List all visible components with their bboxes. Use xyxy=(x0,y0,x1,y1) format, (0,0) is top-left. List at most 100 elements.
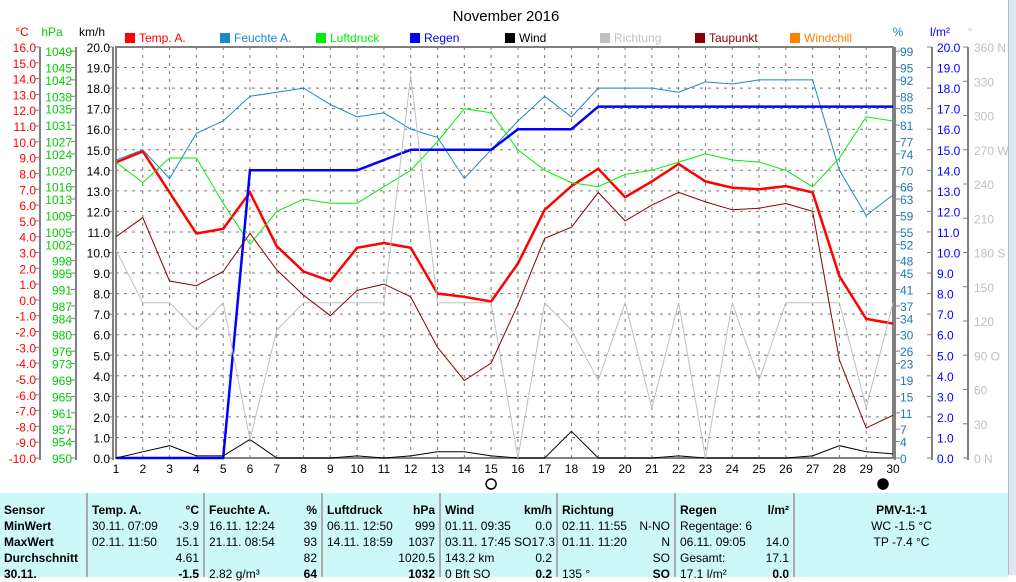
legend-swatch xyxy=(125,33,135,43)
cell-info: 06.11. 09:05 xyxy=(680,534,746,550)
column-unit: hPa xyxy=(413,502,435,518)
pressure-tick-label: 1042 xyxy=(45,74,72,88)
rain-tick-label: 3.0 xyxy=(937,390,954,404)
humidity-tick-label: 52 xyxy=(900,238,914,252)
temp-tick-label: 13.0 xyxy=(13,88,37,102)
wind-tick-label: 13.0 xyxy=(87,185,111,199)
column-title: Temp. A. xyxy=(92,502,141,518)
series-line-taupunkt xyxy=(116,192,893,428)
x-tick-label: 22 xyxy=(672,462,686,476)
column-unit: % xyxy=(306,502,317,518)
rain-tick-label: 20.0 xyxy=(937,41,961,55)
cell-value: 15.1 xyxy=(176,534,199,550)
moon-new-icon xyxy=(878,479,888,489)
pressure-axis-unit: hPa xyxy=(41,25,63,39)
legend-label: Taupunkt xyxy=(709,31,758,45)
direction-tick-label: 240 xyxy=(974,178,994,192)
legend-swatch xyxy=(410,33,420,43)
wind-tick-label: 16.0 xyxy=(87,123,111,137)
x-tick-label: 6 xyxy=(247,462,254,476)
pmv-title: PMV-1:-1 xyxy=(799,502,1004,518)
column-header: Richtung xyxy=(562,502,670,518)
x-tick-label: 13 xyxy=(431,462,445,476)
legend-label: Feuchte A. xyxy=(234,31,291,45)
pressure-tick-label: 984 xyxy=(52,312,72,326)
humidity-tick-label: 19 xyxy=(900,374,914,388)
temp-tick-label: -3.0 xyxy=(15,341,36,355)
cell-info: 16.11. 12:24 xyxy=(209,518,275,534)
cell-info: 2.82 g/m³ xyxy=(209,566,260,582)
cell-value: 93 xyxy=(304,534,317,550)
temp-tick-label: -8.0 xyxy=(15,420,36,434)
rain-axis-unit: l/m² xyxy=(930,25,950,39)
humidity-tick-label: 41 xyxy=(900,283,914,297)
column-unit: km/h xyxy=(524,502,552,518)
temp-tick-label: 4.0 xyxy=(19,231,36,245)
humidity-tick-label: 34 xyxy=(900,312,914,326)
cell-value: SO xyxy=(653,566,670,582)
row-label: MinWert xyxy=(4,518,82,534)
weather-chart: November 2016 Temp. A.Feuchte A.Luftdruc… xyxy=(0,0,1008,490)
rain-tick-label: 14.0 xyxy=(937,164,961,178)
temp-tick-label: -5.0 xyxy=(15,373,36,387)
x-tick-label: 16 xyxy=(511,462,525,476)
wind-tick-label: 4.0 xyxy=(93,370,110,384)
cell-value: 17.3 xyxy=(532,534,555,550)
cell-info: Regentage: 6 xyxy=(680,518,752,534)
vertical-scrollbar[interactable] xyxy=(1008,0,1016,575)
column-title: Wind xyxy=(445,502,474,518)
legend-label: Richtung xyxy=(614,31,661,45)
direction-tick-label: 120 xyxy=(974,315,994,329)
table-row: -1.5 xyxy=(92,566,199,582)
direction-tick-label: 360 N xyxy=(974,41,1006,55)
temp-tick-label: 10.0 xyxy=(13,136,37,150)
cell-value: 17.1 xyxy=(766,550,789,566)
dewpoint-value: TP -7.4 °C xyxy=(799,534,1004,550)
humidity-tick-label: 85 xyxy=(900,103,914,117)
humidity-tick-label: 81 xyxy=(900,119,914,133)
humidity-tick-label: 4 xyxy=(900,436,907,450)
cell-info: 135 ° xyxy=(562,566,590,582)
rain-tick-label: 4.0 xyxy=(937,370,954,384)
humidity-tick-label: 30 xyxy=(900,329,914,343)
direction-tick-label: 60 xyxy=(974,384,988,398)
cell-value: 1037 xyxy=(408,534,435,550)
legend-swatch xyxy=(316,33,326,43)
row-label: Durchschnitt xyxy=(4,550,82,566)
wind-tick-label: 0.0 xyxy=(93,452,110,466)
x-tick-label: 2 xyxy=(139,462,146,476)
wind-tick-label: 9.0 xyxy=(93,267,110,281)
legend-label: Wind xyxy=(519,31,546,45)
temp-tick-label: -9.0 xyxy=(15,436,36,450)
temp-tick-label: 5.0 xyxy=(19,215,36,229)
wind-tick-label: 11.0 xyxy=(88,226,111,240)
x-tick-label: 25 xyxy=(752,462,766,476)
temp-tick-label: 3.0 xyxy=(19,247,36,261)
x-tick-label: 20 xyxy=(618,462,632,476)
wind-tick-label: 15.0 xyxy=(87,144,111,158)
temp-tick-label: 1.0 xyxy=(19,278,36,292)
wind-tick-label: 1.0 xyxy=(93,431,110,445)
cell-info: 30.11. 07:09 xyxy=(92,518,158,534)
series-line-temp-a- xyxy=(116,151,893,323)
sensor-label: MaxWert xyxy=(4,534,54,550)
rain-tick-label: 7.0 xyxy=(937,308,954,322)
sensor-label: 30.11. xyxy=(4,566,37,582)
rain-tick-label: 17.0 xyxy=(937,103,961,117)
cell-value: 1020.5 xyxy=(398,550,435,566)
table-row: 1032 xyxy=(327,566,435,582)
x-tick-label: 27 xyxy=(806,462,820,476)
series-line-wind xyxy=(116,431,893,458)
